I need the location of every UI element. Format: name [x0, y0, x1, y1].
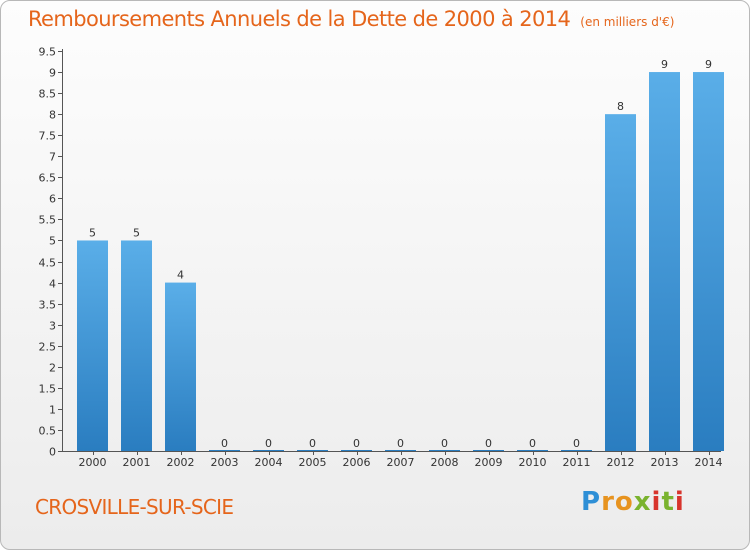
y-tick-label: 7.5: [39, 130, 57, 143]
bar: [605, 114, 636, 451]
data-label: 0: [529, 437, 536, 450]
proxiti-logo[interactable]: Proxiti: [581, 487, 685, 517]
y-tick-label: 4.5: [39, 257, 57, 270]
y-tick-label: 3.5: [39, 299, 57, 312]
bar: [473, 450, 504, 451]
bar: [649, 72, 680, 451]
bar: [561, 450, 592, 451]
x-tick-label: 2006: [343, 456, 371, 469]
bar: [693, 72, 724, 451]
data-label: 0: [221, 437, 228, 450]
chart-title: Remboursements Annuels de la Dette de 20…: [28, 7, 674, 31]
x-tick-label: 2001: [123, 456, 151, 469]
bar: [77, 240, 108, 451]
x-tick-label: 2005: [299, 456, 327, 469]
y-tick-label: 6.5: [39, 172, 57, 185]
data-label: 4: [177, 269, 184, 282]
x-tick-label: 2013: [651, 456, 679, 469]
bar: [429, 450, 460, 451]
bars: 5 5 4 0 0 0 0 0 0 0 0 0 8 9 9: [77, 58, 724, 451]
x-tick-label: 2008: [431, 456, 459, 469]
data-label: 0: [485, 437, 492, 450]
x-tick-label: 2000: [79, 456, 107, 469]
x-tick-label: 2010: [519, 456, 547, 469]
y-tick-label: 2.5: [39, 341, 57, 354]
logo-letter: P: [581, 487, 602, 517]
data-label: 0: [309, 437, 316, 450]
y-tick-label: 1: [49, 404, 56, 417]
data-label: 0: [397, 437, 404, 450]
data-label: 5: [133, 226, 140, 239]
chart-unit: (en milliers d'€): [580, 15, 675, 29]
logo-letter: r: [601, 487, 615, 517]
commune-name: CROSVILLE-SUR-SCIE: [35, 495, 234, 519]
bar: [517, 450, 548, 451]
logo-letter: x: [633, 487, 652, 517]
data-label: 0: [353, 437, 360, 450]
x-tick-label: 2003: [211, 456, 239, 469]
x-tick-label: 2012: [607, 456, 635, 469]
data-label: 9: [661, 58, 668, 71]
y-tick-label: 8: [49, 109, 56, 122]
bar: [297, 450, 328, 451]
y-tick-label: 9: [49, 67, 56, 80]
y-tick-label: 1.5: [39, 383, 57, 396]
y-tick-label: 0.5: [39, 425, 57, 438]
data-label: 5: [89, 226, 96, 239]
logo-letter: i: [674, 487, 685, 517]
y-tick-label: 7: [49, 151, 56, 164]
y-tick-label: 6: [49, 193, 56, 206]
x-tick-label: 2009: [475, 456, 503, 469]
x-tick-label: 2004: [255, 456, 283, 469]
y-tick-label: 5: [49, 235, 56, 248]
bar: [341, 450, 372, 451]
data-label: 0: [441, 437, 448, 450]
data-label: 8: [617, 100, 624, 113]
x-tick-label: 2002: [167, 456, 195, 469]
logo-letter: i: [651, 487, 662, 517]
data-label: 0: [265, 437, 272, 450]
bar: [165, 282, 196, 451]
y-tick-label: 9.5: [39, 46, 57, 59]
x-tick-label: 2014: [695, 456, 723, 469]
y-axis: 0 0.5 1 1.5 2 2.5 3 3.5 4 4.5 5 5.5 6 6.5 7 7.5 8 8.5 9 9.5: [39, 46, 63, 459]
x-axis: 2000 2001 2002 2003 2004 2005 2006 2007 2008 2009…: [62, 451, 723, 469]
bar: [121, 240, 152, 451]
bar: [253, 450, 284, 451]
bar: [209, 450, 240, 451]
y-tick-label: 8.5: [39, 88, 57, 101]
x-tick-label: 2011: [563, 456, 591, 469]
y-tick-label: 3: [49, 320, 56, 333]
logo-letter: t: [661, 487, 675, 517]
y-tick-label: 5.5: [39, 214, 57, 227]
y-tick-label: 2: [49, 362, 56, 375]
logo-letter: o: [614, 487, 634, 517]
x-tick-label: 2007: [387, 456, 415, 469]
data-label: 0: [573, 437, 580, 450]
y-tick-label: 0: [49, 446, 56, 459]
bar: [385, 450, 416, 451]
data-label: 9: [705, 58, 712, 71]
y-tick-label: 4: [49, 278, 56, 291]
chart-title-text: Remboursements Annuels de la Dette de 20…: [28, 7, 571, 31]
